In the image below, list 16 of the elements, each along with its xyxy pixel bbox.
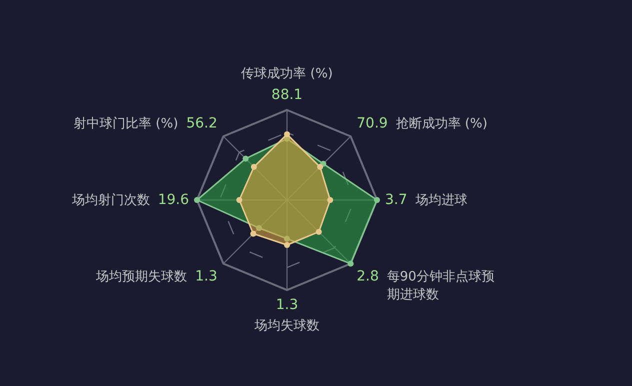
spoke-label: 场均进球: [414, 192, 468, 208]
text: 70.9: [356, 115, 388, 132]
text: 1.3: [276, 297, 298, 313]
text: 88.1: [271, 87, 303, 103]
spoke-label: 场均预期失球数: [95, 269, 188, 284]
spoke-label: 抢断成功率 (%): [396, 114, 488, 131]
text: 19.6: [158, 192, 190, 208]
spoke-label: 场均射门次数: [70, 192, 150, 208]
spoke-label: 传球成功率 (%): [241, 66, 333, 82]
text: 56.2: [186, 115, 218, 132]
text: 1.3: [195, 268, 218, 285]
spoke-label: 场均失球数: [254, 318, 320, 334]
spoke-label: 射中球门比率 (%): [74, 114, 178, 131]
text: 2.8: [356, 268, 379, 285]
text: 3.7: [385, 192, 408, 208]
spoke-label: 每90分钟非点球预期进球数: [386, 269, 494, 302]
